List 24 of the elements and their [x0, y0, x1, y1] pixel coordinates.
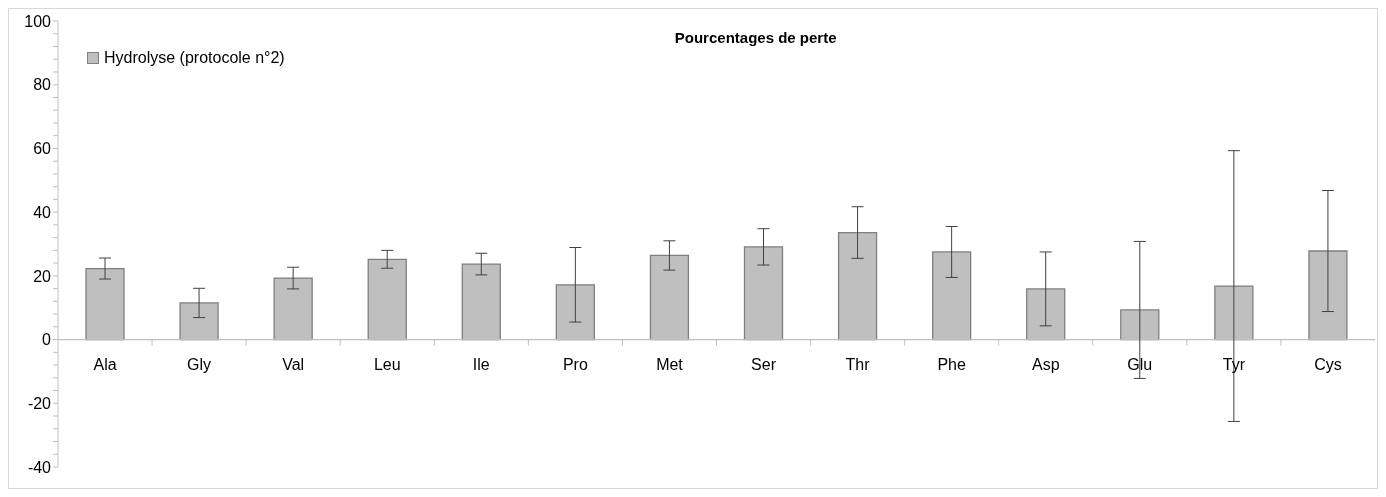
x-tick-label: Asp — [1031, 355, 1060, 373]
x-tick-label: Val — [282, 355, 305, 373]
x-tick-label: Leu — [373, 355, 401, 373]
x-tick-label: Cys — [1314, 355, 1342, 373]
x-tick-label: Met — [656, 355, 684, 373]
x-tick-label: Gly — [187, 355, 212, 373]
y-tick-label: 0 — [42, 331, 52, 349]
y-tick-label: 60 — [33, 140, 52, 158]
y-tick-label: 80 — [33, 76, 52, 94]
x-tick-label: Glu — [1127, 355, 1153, 373]
y-tick-label: -20 — [27, 394, 52, 412]
x-tick-label: Phe — [937, 355, 967, 373]
legend-label: Hydrolyse (protocole n°2) — [104, 49, 285, 67]
y-tick-label: -40 — [27, 458, 52, 476]
x-tick-label: Ser — [751, 355, 777, 373]
x-tick-label: Pro — [562, 355, 588, 373]
y-tick-label: 20 — [33, 267, 52, 285]
text: Pourcentages de perte — [674, 29, 837, 46]
y-tick-label: 40 — [33, 203, 52, 221]
x-tick-label: Ile — [472, 355, 490, 373]
x-tick-label: Ala — [93, 355, 117, 373]
x-tick-label: Tyr — [1222, 355, 1246, 373]
x-tick-label: Thr — [845, 355, 871, 373]
y-tick-label: 100 — [24, 12, 52, 30]
